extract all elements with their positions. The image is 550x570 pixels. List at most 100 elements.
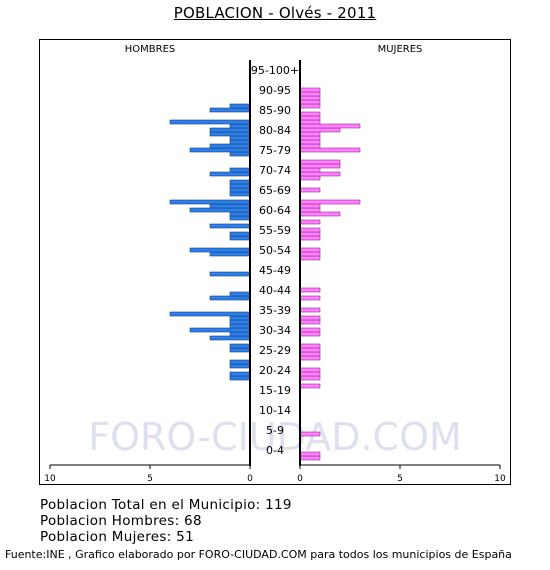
bar-women [299,167,321,173]
bar-men [209,127,251,133]
bar-women [299,251,321,257]
bar-women [299,163,341,169]
age-group-label: 40-44 [259,284,291,297]
bar-men [229,371,251,377]
age-group-label: 50-54 [259,244,291,257]
bar-women [299,455,321,461]
bar-women [299,187,321,193]
bar-women [299,343,321,349]
men-x-tick-label: 5 [147,474,153,484]
bar-men [229,211,251,217]
women-label: MUJERES [378,44,423,55]
bar-men [209,203,251,209]
age-group-label: 85-90 [259,104,291,117]
bar-women [299,171,341,177]
bar-men [169,311,251,317]
bar-men [229,139,251,145]
bar-women [299,227,321,233]
bar-women [299,287,321,293]
age-group-label: 30-34 [259,324,291,337]
bar-men [229,215,251,221]
bar-men [229,183,251,189]
plot-frame [39,39,511,485]
bar-women [299,143,321,149]
bar-women [299,355,321,361]
men-x-tick-label: 0 [247,474,253,484]
bar-men [229,231,251,237]
bar-women [299,139,321,145]
population-men: Poblacion Hombres: 68 [40,513,202,529]
age-group-label: 15-19 [259,384,291,397]
bar-women [299,331,321,337]
age-group-label: 45-49 [259,264,291,277]
bar-women [299,91,321,97]
bar-women [299,307,321,313]
bar-men [189,207,251,213]
bar-women [299,111,321,117]
bar-women [299,203,321,209]
bar-women [299,367,321,373]
bar-women [299,115,321,121]
bar-men [229,363,251,369]
watermark: FORO-CIUDAD.COM [88,415,462,459]
bar-women [299,211,341,217]
women-x-tick-label: 10 [494,474,506,484]
bar-women [299,95,321,101]
bar-women [299,147,361,153]
age-group-label: 55-59 [259,224,291,237]
bar-women [299,131,321,137]
bar-men [209,251,251,257]
bar-men [229,167,251,173]
men-x-tick-label: 10 [44,474,56,484]
bar-women [299,351,321,357]
bar-women [299,87,321,93]
bar-men [229,191,251,197]
age-group-label: 70-74 [259,164,291,177]
bar-women [299,219,321,225]
bar-men [229,331,251,337]
source-note: Fuente:INE , Grafico elaborado por FORO-… [5,548,512,561]
age-group-label: 60-64 [259,204,291,217]
bar-women [299,231,321,237]
bar-men [209,143,251,149]
bar-men [229,135,251,141]
bar-men [229,291,251,297]
bar-women [299,175,321,181]
bar-men [229,187,251,193]
bar-women [299,451,321,457]
bar-men [209,271,251,277]
age-group-label: 35-39 [259,304,291,317]
bar-women [299,135,321,141]
chart-title: POBLACION - Olvés - 2011 [173,4,377,22]
men-label: HOMBRES [125,44,176,55]
population-women: Poblacion Mujeres: 51 [40,529,194,545]
bar-men [229,347,251,353]
bar-men [229,375,251,381]
bar-women [299,295,321,301]
bar-men [229,235,251,241]
bar-men [189,327,251,333]
age-group-label: 5-9 [266,424,284,437]
age-group-label: 65-69 [259,184,291,197]
bar-men [209,223,251,229]
bar-men [229,151,251,157]
bar-women [299,99,321,105]
bar-men [209,107,251,113]
bar-women [299,371,321,377]
bar-women [299,383,321,389]
age-group-label: 80-84 [259,124,291,137]
age-group-label: 20-24 [259,364,291,377]
bar-men [209,295,251,301]
bar-women [299,127,341,133]
bar-men [229,359,251,365]
bar-men [229,319,251,325]
bar-women [299,315,321,321]
age-group-label: 90-95 [259,84,291,97]
bar-women [299,347,321,353]
bar-women [299,255,321,261]
bar-men [229,315,251,321]
age-group-label: 10-14 [259,404,291,417]
bar-men [169,119,251,125]
bar-men [209,335,251,341]
bar-women [299,375,321,381]
